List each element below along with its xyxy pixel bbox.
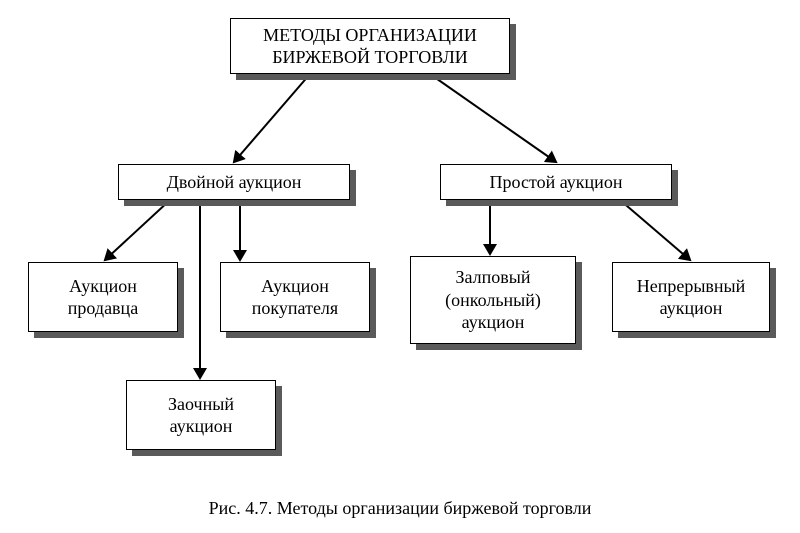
node-root-label: МЕТОДЫ ОРГАНИЗАЦИИБИРЖЕВОЙ ТОРГОВЛИ: [263, 24, 477, 69]
node-root: МЕТОДЫ ОРГАНИЗАЦИИБИРЖЕВОЙ ТОРГОВЛИ: [230, 18, 510, 74]
node-absent-label: Заочныйаукцион: [168, 393, 234, 438]
node-salvo-label: Залповый(онкольный)аукцион: [445, 266, 541, 334]
node-simple-auction: Простой аукцион: [440, 164, 672, 200]
node-simple-label: Простой аукцион: [490, 171, 623, 194]
node-buyer-auction: Аукционпокупателя: [220, 262, 370, 332]
node-seller-label: Аукционпродавца: [68, 275, 138, 320]
figure-caption: Рис. 4.7. Методы организации биржевой то…: [0, 498, 800, 519]
node-seller-auction: Аукционпродавца: [28, 262, 178, 332]
node-double-auction: Двойной аукцион: [118, 164, 350, 200]
node-continuous-auction: Непрерывныйаукцион: [612, 262, 770, 332]
node-buyer-label: Аукционпокупателя: [252, 275, 338, 320]
node-absentee-auction: Заочныйаукцион: [126, 380, 276, 450]
caption-text: Рис. 4.7. Методы организации биржевой то…: [209, 498, 592, 518]
node-salvo-auction: Залповый(онкольный)аукцион: [410, 256, 576, 344]
node-double-label: Двойной аукцион: [167, 171, 302, 194]
diagram-canvas: МЕТОДЫ ОРГАНИЗАЦИИБИРЖЕВОЙ ТОРГОВЛИ Двой…: [0, 0, 800, 533]
node-cont-label: Непрерывныйаукцион: [637, 275, 746, 320]
